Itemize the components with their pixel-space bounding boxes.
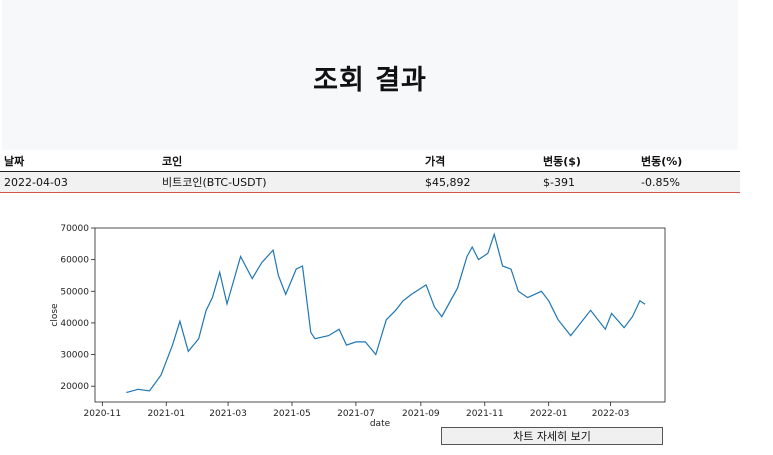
y-tick-label: 60000: [60, 256, 89, 266]
table-row: 2022-04-03 비트코인(BTC-USDT) $45,892 $-391 …: [0, 171, 740, 193]
cell-price: $45,892: [421, 171, 539, 193]
cell-date: 2022-04-03: [0, 171, 158, 193]
results-table: 날짜 코인 가격 변동($) 변동(%) 2022-04-03 비트코인(BTC…: [0, 151, 740, 193]
x-tick-label: 2020-11: [84, 409, 122, 419]
y-tick-label: 70000: [60, 224, 89, 234]
x-axis-label: date: [370, 419, 391, 428]
column-header-price: 가격: [421, 151, 539, 172]
y-axis-label: close: [50, 303, 60, 327]
column-header-change-usd: 변동($): [539, 151, 637, 172]
y-tick-label: 50000: [60, 287, 89, 297]
x-tick-label: 2021-09: [402, 409, 440, 419]
page-title: 조회 결과: [313, 65, 427, 96]
close-price-line: [126, 232, 646, 394]
column-header-change-pct: 변동(%): [637, 151, 740, 172]
cell-coin: 비트코인(BTC-USDT): [158, 171, 421, 193]
y-tick-label: 20000: [60, 382, 89, 392]
x-axis: 2020-11 2021-01 2021-03 2021-05 2021-07 2021-…: [84, 402, 630, 419]
x-tick-label: 2021-11: [466, 409, 504, 419]
plot-frame: [94, 227, 666, 403]
header-panel: 조회 결과: [2, 0, 738, 150]
x-tick-label: 2021-03: [209, 409, 247, 419]
y-axis: 20000 30000 40000 50000 60000 70000: [60, 224, 95, 392]
cell-change-pct: -0.85%: [637, 171, 740, 193]
column-header-coin: 코인: [158, 151, 421, 172]
x-tick-label: 2021-05: [273, 409, 311, 419]
cell-change-usd: $-391: [539, 171, 637, 193]
y-tick-label: 40000: [60, 319, 89, 329]
table-header-row: 날짜 코인 가격 변동($) 변동(%): [0, 151, 740, 172]
y-tick-label: 30000: [60, 351, 89, 361]
x-tick-label: 2021-01: [147, 409, 185, 419]
x-tick-label: 2022-01: [530, 409, 568, 419]
price-chart: 20000 30000 40000 50000 60000 70000 2020-11 20…: [45, 216, 675, 428]
x-tick-label: 2021-07: [337, 409, 375, 419]
x-tick-label: 2022-03: [592, 409, 630, 419]
chart-detail-button[interactable]: 차트 자세히 보기: [441, 427, 663, 445]
column-header-date: 날짜: [0, 151, 158, 172]
